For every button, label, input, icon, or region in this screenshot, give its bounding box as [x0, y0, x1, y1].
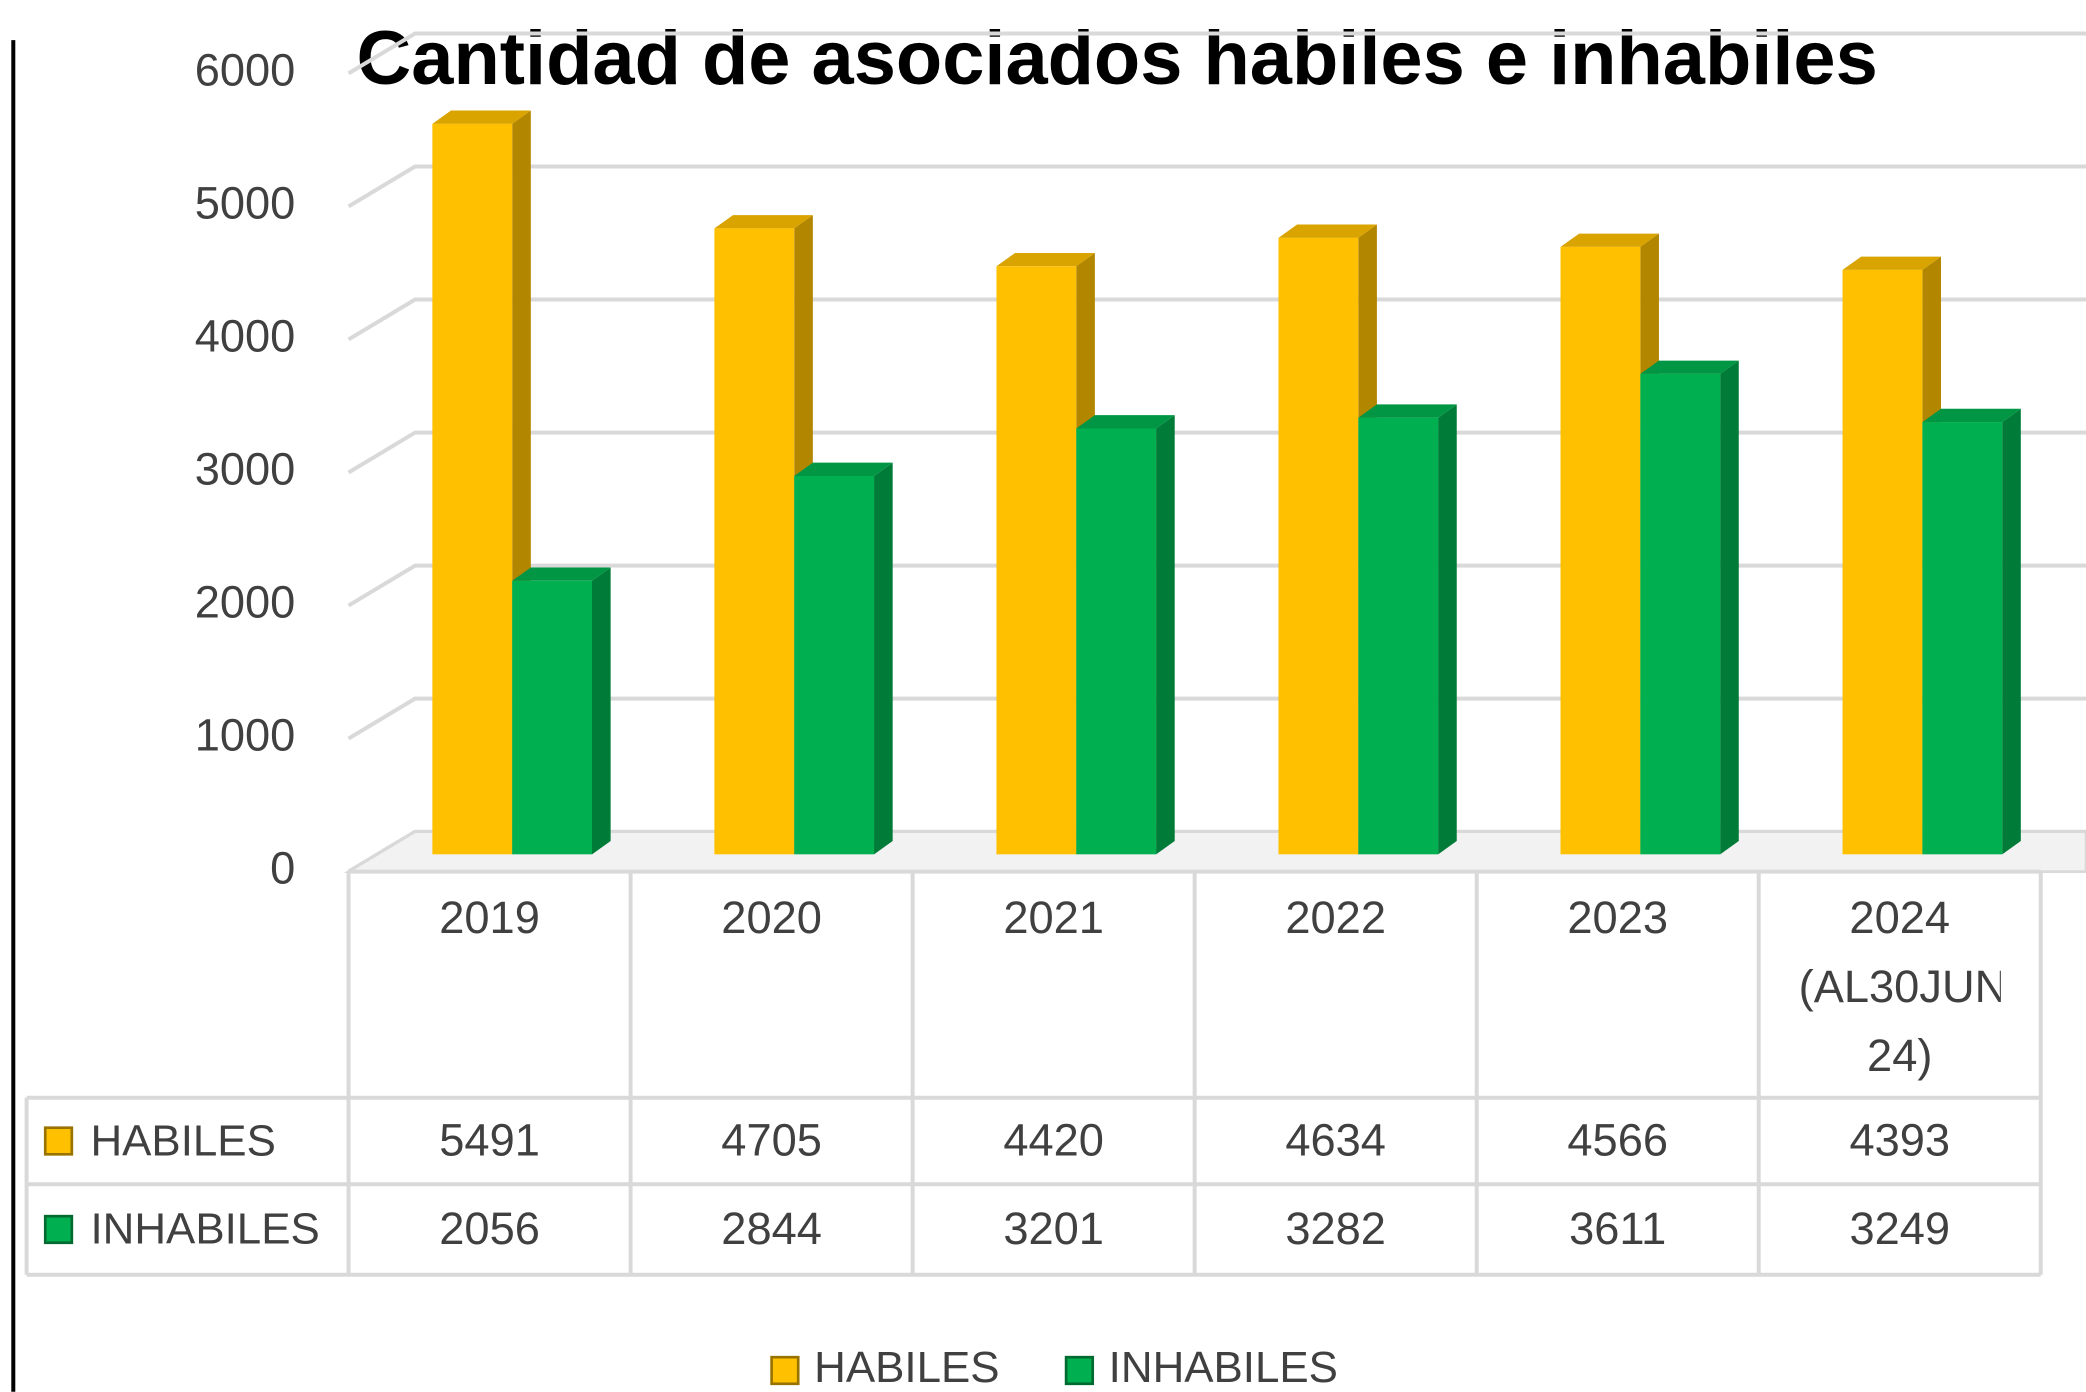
- bar-top: [1278, 224, 1377, 238]
- grid-line: [347, 297, 2086, 342]
- x-tick-label: 2024 (AL30JUN 24): [1798, 892, 2001, 1082]
- y-tick-label: 1000: [195, 710, 296, 761]
- bar-top: [432, 110, 531, 124]
- bar-front: [714, 228, 795, 855]
- bar-top: [1640, 360, 1739, 374]
- table-value: 3201: [1003, 1203, 1104, 1254]
- table-value: 3611: [1569, 1203, 1666, 1254]
- table-value: 3249: [1849, 1203, 1950, 1254]
- bar-side: [2002, 408, 2021, 855]
- bar-front: [1278, 237, 1359, 855]
- x-tick-label-box: 2023: [1567, 892, 1669, 944]
- grid-line: [347, 563, 2086, 608]
- grid-line: [347, 164, 2086, 209]
- bar-front: [1842, 269, 1923, 855]
- bar-top: [794, 462, 893, 476]
- table-value: 2844: [721, 1203, 822, 1254]
- table-value: 3282: [1285, 1203, 1386, 1254]
- bar: [1922, 408, 2021, 855]
- bar-top: [1076, 415, 1175, 429]
- legend-label: INHABILES: [1109, 1343, 1338, 1392]
- bar-front: [1640, 373, 1721, 855]
- bar-front: [432, 123, 513, 855]
- legend-key: [43, 1126, 74, 1156]
- bar-side: [1156, 415, 1175, 855]
- bar-front: [794, 475, 875, 855]
- y-tick-label: 6000: [195, 44, 296, 95]
- bar: [1076, 415, 1175, 855]
- bar-front: [1076, 428, 1157, 855]
- table-value: 4420: [1003, 1115, 1104, 1166]
- bar-top: [996, 252, 1095, 267]
- x-tick-label-box: 2019: [439, 892, 540, 944]
- table-value: 4393: [1849, 1115, 1950, 1166]
- x-tick-label-box: 2022: [1285, 892, 1386, 944]
- y-tick-label: 2000: [195, 576, 296, 627]
- bar-side: [1720, 360, 1739, 855]
- chart-title: Cantidad de asociados habiles e inhabile…: [357, 16, 1878, 101]
- bar-front: [1560, 246, 1641, 855]
- bar-front: [1358, 417, 1439, 855]
- table-value: 5491: [439, 1115, 540, 1166]
- grid-line: [347, 696, 2086, 741]
- table-value: 4705: [721, 1115, 822, 1166]
- grid-line: [347, 430, 2086, 475]
- x-tick-label-box: 2024 (AL30JUN 24): [1798, 892, 2001, 1082]
- bar-top: [1358, 404, 1457, 418]
- bar-side: [592, 567, 611, 855]
- bar-front: [996, 266, 1077, 855]
- y-tick-label: 0: [270, 843, 295, 894]
- legend-key: [770, 1355, 800, 1386]
- bar: [512, 567, 611, 855]
- bar-top: [1560, 233, 1659, 247]
- x-tick-label: 2022: [1285, 892, 1386, 944]
- grid-line: [347, 31, 2086, 76]
- table-value: 4566: [1567, 1115, 1668, 1166]
- bar-top: [1842, 256, 1941, 270]
- bar-side: [874, 462, 893, 855]
- legend-label: HABILES: [90, 1116, 275, 1165]
- bar-top: [1922, 408, 2021, 423]
- bar-side: [1438, 404, 1457, 855]
- bar-front: [512, 580, 593, 855]
- bar-front: [1922, 422, 2003, 855]
- table-value: 4634: [1285, 1115, 1386, 1166]
- table-value: 2056: [439, 1203, 540, 1254]
- x-tick-label: 2020: [721, 892, 822, 944]
- bar-top: [512, 567, 611, 581]
- legend-label: HABILES: [814, 1343, 999, 1392]
- bar: [794, 462, 893, 855]
- bar-top: [714, 215, 813, 229]
- bar: [1640, 360, 1739, 855]
- y-tick-label: 3000: [195, 443, 296, 494]
- y-tick-label: 4000: [195, 310, 296, 361]
- y-tick-label: 5000: [195, 177, 296, 228]
- x-tick-label-box: 2021: [1003, 892, 1104, 944]
- x-tick-label: 2021: [1003, 892, 1104, 944]
- x-tick-label-box: 2020: [721, 892, 822, 944]
- legend-key: [43, 1214, 74, 1245]
- bar: [1358, 404, 1457, 855]
- x-tick-label: 2019: [439, 892, 540, 944]
- legend-label: INHABILES: [90, 1205, 319, 1254]
- x-tick-label: 2023: [1567, 892, 1669, 944]
- legend-key: [1064, 1355, 1095, 1386]
